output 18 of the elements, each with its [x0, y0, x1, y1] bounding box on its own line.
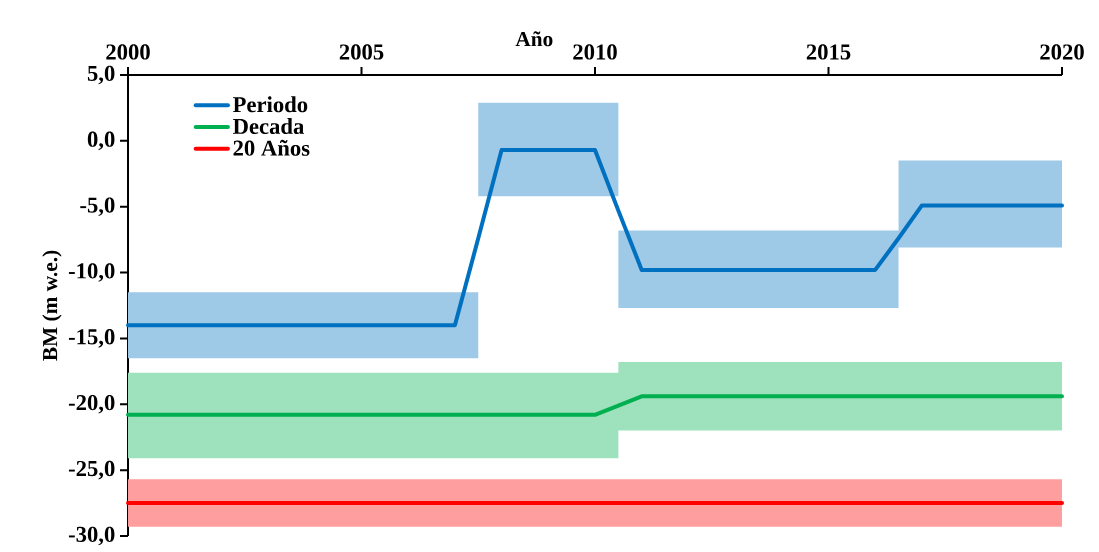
y-tick-label: -10,0 [68, 263, 115, 282]
y-tick-label: 5,0 [87, 65, 115, 85]
y-tick-label: -15,0 [68, 329, 115, 348]
y-tick-label: -5,0 [80, 197, 115, 216]
x-tick-label: 2005 [339, 44, 384, 60]
legend-label: 20 Años [233, 139, 310, 156]
y-axis-title: BM (m w.e.) [42, 250, 62, 361]
x-tick-label: 2015 [806, 44, 851, 60]
x-tick-label: 2020 [1040, 44, 1084, 60]
x-tick-label: 2010 [573, 44, 617, 60]
legend-label: Decada [232, 118, 304, 135]
x-tick-label: 2000 [106, 44, 150, 60]
y-tick-label: -30,0 [68, 526, 115, 546]
y-tick-label: -20,0 [68, 394, 115, 414]
x-axis-title: Año [515, 31, 553, 47]
y-tick-label: -25,0 [68, 460, 115, 480]
y-tick-label: 0,0 [87, 131, 115, 151]
legend-label: Periodo [232, 96, 308, 113]
